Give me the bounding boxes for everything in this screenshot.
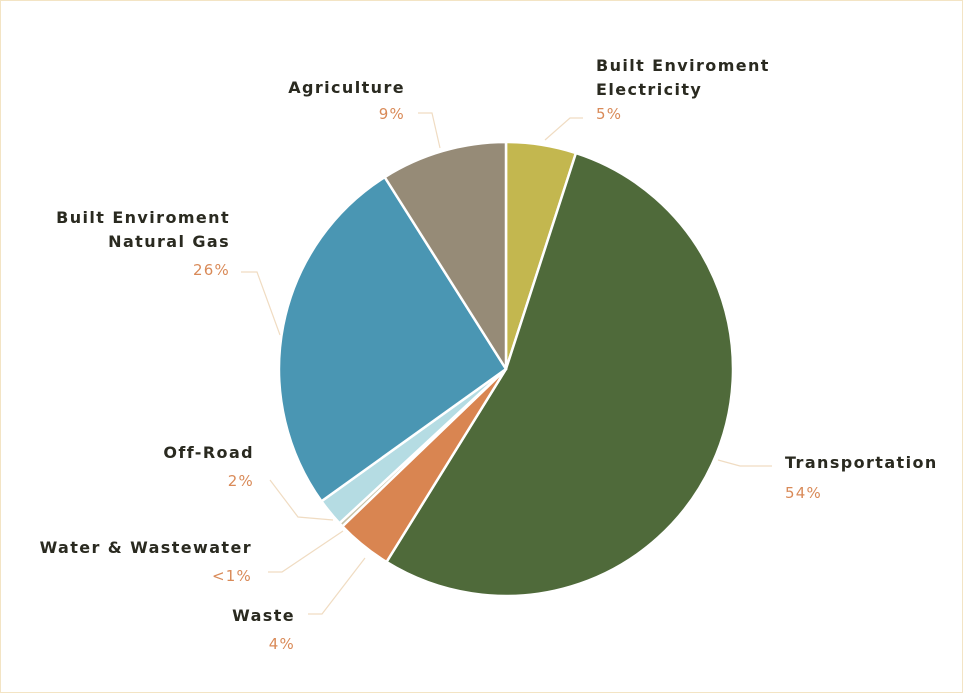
label-electricity: Built Enviroment Electricity 5% (596, 54, 770, 126)
label-electricity-line1: Built Enviroment (596, 56, 770, 75)
leader-line-electricity (544, 117, 583, 141)
label-waste: Waste 4% (232, 604, 295, 656)
label-electricity-value: 5% (596, 105, 623, 123)
label-water-name: Water & Wastewater (39, 538, 252, 557)
label-water: Water & Wastewater <1% (40, 536, 252, 588)
label-electricity-line2: Electricity (596, 80, 703, 99)
label-natural-gas-value: 26% (193, 261, 230, 279)
label-waste-value: 4% (268, 635, 295, 653)
pie-slices (277, 140, 735, 598)
label-transportation-value: 54% (785, 484, 822, 502)
leader-line-agriculture (418, 112, 441, 149)
pie-slice-transportation (385, 151, 735, 598)
leader-line-transportation (717, 459, 772, 467)
label-offroad: Off-Road 2% (163, 441, 254, 493)
leader-line-offroad (269, 479, 334, 521)
label-transportation: Transportation 54% (785, 451, 938, 505)
label-agriculture-value: 9% (378, 105, 405, 123)
pie-slice-natural-gas (277, 175, 508, 503)
label-natural-gas-line1: Built Enviroment (56, 208, 230, 227)
label-transportation-name: Transportation (785, 453, 938, 472)
label-agriculture-name: Agriculture (288, 78, 405, 97)
leader-line-water (268, 530, 344, 573)
label-natural-gas: Built Enviroment Natural Gas 26% (56, 206, 230, 282)
label-offroad-value: 2% (227, 472, 254, 490)
leader-line-waste (308, 557, 366, 615)
label-natural-gas-line2: Natural Gas (108, 232, 230, 251)
label-agriculture: Agriculture 9% (288, 76, 405, 126)
label-water-value: <1% (212, 567, 252, 585)
label-offroad-name: Off-Road (163, 443, 254, 462)
pie-slice-agriculture (383, 140, 508, 371)
leader-lines (241, 112, 772, 615)
leader-line-natural-gas (241, 271, 281, 336)
label-waste-name: Waste (232, 606, 295, 625)
